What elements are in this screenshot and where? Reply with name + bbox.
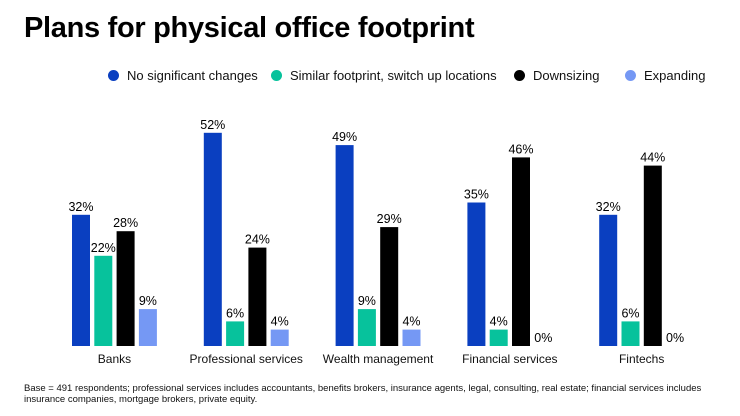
data-label: 9% bbox=[139, 294, 157, 308]
bar bbox=[270, 329, 289, 346]
legend-swatch bbox=[625, 70, 636, 81]
data-label: 6% bbox=[621, 306, 639, 320]
bar bbox=[116, 231, 135, 346]
data-label: 4% bbox=[402, 315, 420, 329]
chart-title: Plans for physical office footprint bbox=[24, 12, 475, 44]
bar bbox=[94, 255, 113, 346]
legend-label: No significant changes bbox=[127, 68, 258, 83]
data-label: 9% bbox=[358, 294, 376, 308]
bar bbox=[402, 329, 421, 346]
bar bbox=[599, 214, 618, 346]
data-label: 44% bbox=[640, 151, 665, 165]
x-tick-label: Professional services bbox=[190, 352, 303, 366]
bar bbox=[489, 329, 508, 346]
bar bbox=[203, 132, 222, 346]
data-label: 6% bbox=[226, 306, 244, 320]
bar bbox=[138, 309, 157, 346]
x-tick-label: Banks bbox=[98, 352, 131, 366]
data-label: 46% bbox=[508, 142, 533, 156]
bar bbox=[357, 309, 376, 346]
data-label: 52% bbox=[200, 118, 225, 132]
data-label: 29% bbox=[377, 212, 402, 226]
data-label: 22% bbox=[91, 241, 116, 255]
legend-swatch bbox=[514, 70, 525, 81]
legend-label: Expanding bbox=[644, 68, 706, 83]
data-label: 24% bbox=[245, 233, 270, 247]
data-label: 32% bbox=[596, 200, 621, 214]
bar bbox=[467, 202, 486, 346]
data-label: 35% bbox=[464, 188, 489, 202]
data-label: 49% bbox=[332, 130, 357, 144]
bar bbox=[226, 321, 245, 346]
legend-label: Similar footprint, switch up locations bbox=[290, 68, 497, 83]
footnote: Base = 491 respondents; professional ser… bbox=[24, 383, 702, 405]
x-tick-label: Financial services bbox=[462, 352, 557, 366]
legend: No significant changes Similar footprint,… bbox=[0, 68, 740, 86]
x-tick-label: Wealth management bbox=[323, 352, 434, 366]
data-label: 0% bbox=[534, 331, 552, 345]
legend-item: Similar footprint, switch up locations bbox=[271, 68, 497, 83]
bar bbox=[335, 145, 354, 346]
bar bbox=[621, 321, 640, 346]
data-label: 0% bbox=[666, 331, 684, 345]
legend-item: No significant changes bbox=[108, 68, 258, 83]
data-label: 28% bbox=[113, 216, 138, 230]
legend-item: Downsizing bbox=[514, 68, 599, 83]
bar bbox=[512, 157, 530, 346]
legend-swatch bbox=[108, 70, 119, 81]
bar bbox=[380, 227, 399, 346]
data-label: 4% bbox=[490, 315, 508, 329]
legend-swatch bbox=[271, 70, 282, 81]
legend-label: Downsizing bbox=[533, 68, 600, 83]
data-label: 4% bbox=[271, 315, 289, 329]
bar bbox=[248, 247, 267, 346]
bar bbox=[643, 165, 662, 346]
legend-item: Expanding bbox=[625, 68, 705, 83]
data-label: 32% bbox=[68, 200, 93, 214]
x-tick-label: Fintechs bbox=[619, 352, 664, 366]
bar bbox=[72, 214, 90, 346]
